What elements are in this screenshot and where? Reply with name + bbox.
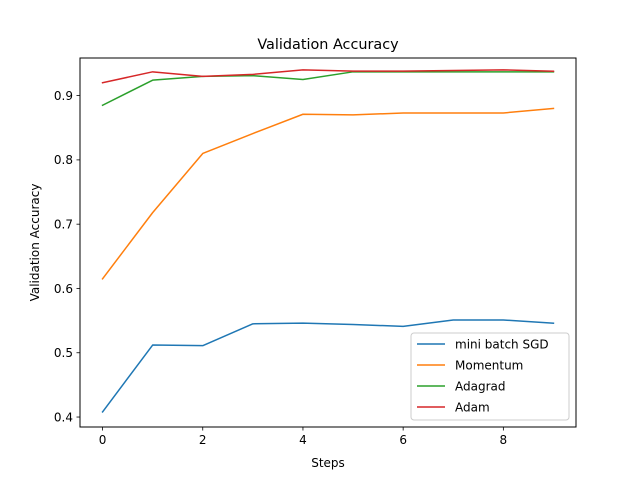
legend-label: Momentum bbox=[455, 358, 523, 372]
series-line-1 bbox=[101, 319, 555, 413]
x-axis-label: Steps bbox=[311, 456, 345, 470]
y-tick-label: 0.8 bbox=[54, 153, 73, 167]
series-line-2 bbox=[101, 107, 555, 280]
chart-title: Validation Accuracy bbox=[257, 37, 399, 53]
y-tick-label: 0.5 bbox=[54, 346, 73, 360]
legend-box bbox=[410, 332, 570, 421]
legend-label: mini batch SGD bbox=[455, 337, 549, 351]
axis-ticks: 0 2 4 6 8 0.4 0.5 0.6 0.7 0.8 0.9 bbox=[54, 89, 507, 447]
x-tick-label: 8 bbox=[500, 433, 508, 447]
series-lines bbox=[101, 69, 555, 413]
x-tick-label: 4 bbox=[299, 433, 307, 447]
series-line-3 bbox=[101, 71, 555, 107]
y-tick-label: 0.4 bbox=[54, 410, 73, 424]
series-line-4 bbox=[101, 69, 555, 84]
x-tick-label: 2 bbox=[199, 433, 207, 447]
legend-label: Adam bbox=[455, 400, 490, 414]
legend: mini batch SGD Momentum Adagrad Adam bbox=[410, 332, 570, 421]
y-tick-label: 0.6 bbox=[54, 282, 73, 296]
x-tick-label: 6 bbox=[399, 433, 407, 447]
y-tick-label: 0.7 bbox=[54, 217, 73, 231]
y-axis-label: Validation Accuracy bbox=[28, 184, 42, 302]
y-tick-label: 0.9 bbox=[54, 89, 73, 103]
plot-frame bbox=[79, 57, 577, 428]
legend-label: Adagrad bbox=[455, 379, 506, 393]
x-tick-label: 0 bbox=[99, 433, 107, 447]
